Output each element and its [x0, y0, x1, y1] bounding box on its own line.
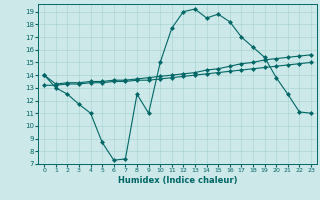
X-axis label: Humidex (Indice chaleur): Humidex (Indice chaleur) — [118, 176, 237, 185]
